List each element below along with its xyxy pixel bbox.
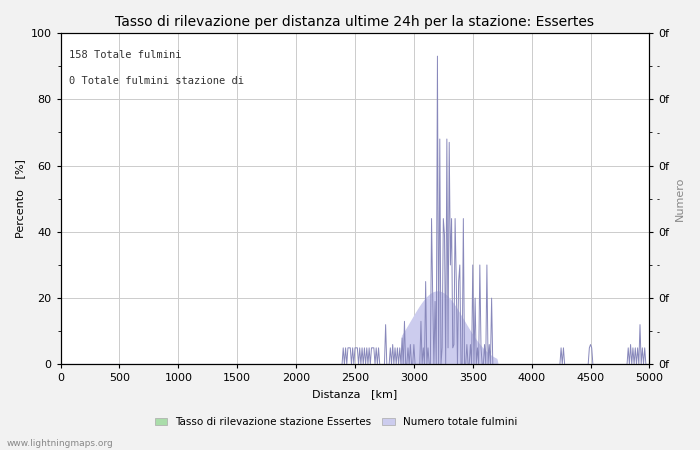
X-axis label: Distanza   [km]: Distanza [km]	[312, 389, 398, 399]
Y-axis label: Percento   [%]: Percento [%]	[15, 159, 25, 238]
Title: Tasso di rilevazione per distanza ultime 24h per la stazione: Essertes: Tasso di rilevazione per distanza ultime…	[116, 15, 594, 29]
Legend: Tasso di rilevazione stazione Essertes, Numero totale fulmini: Tasso di rilevazione stazione Essertes, …	[150, 413, 522, 431]
Text: www.lightningmaps.org: www.lightningmaps.org	[7, 439, 113, 448]
Y-axis label: Numero: Numero	[675, 176, 685, 221]
Text: 0 Totale fulmini stazione di: 0 Totale fulmini stazione di	[69, 76, 244, 86]
Text: 158 Totale fulmini: 158 Totale fulmini	[69, 50, 182, 59]
